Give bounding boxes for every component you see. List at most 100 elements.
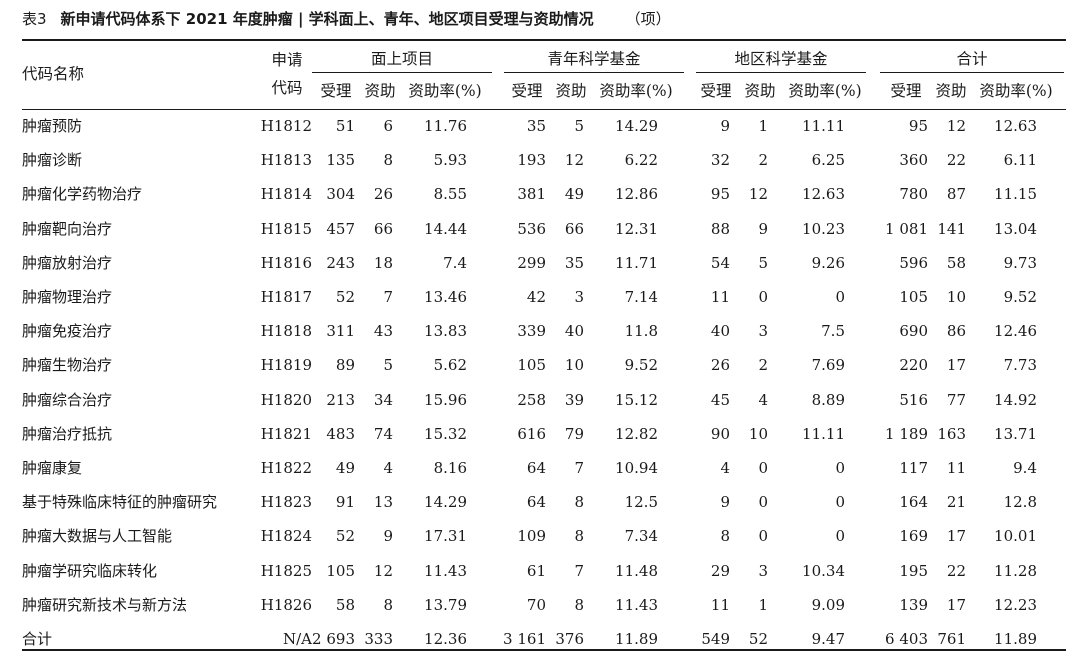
row-value: 0 (835, 493, 845, 511)
row-value: 74 (373, 425, 393, 443)
row-value: 6.22 (624, 151, 658, 169)
row-value: 141 (937, 220, 966, 238)
row-value: 195 (899, 562, 928, 580)
row-value: 5 (758, 254, 768, 272)
row-value: 780 (899, 185, 928, 203)
row-value: 304 (326, 185, 355, 203)
row-value: 35 (564, 254, 584, 272)
row-value: 66 (373, 220, 393, 238)
row-value: 516 (899, 391, 928, 409)
row-value: 14.44 (424, 220, 467, 238)
row-value: 0 (758, 459, 768, 477)
row-value: 213 (326, 391, 355, 409)
header-group-rule (696, 72, 866, 73)
row-value: 0 (835, 288, 845, 306)
row-value: 333 (364, 630, 393, 648)
header-sub-2: 资助率(%) (979, 82, 1053, 100)
row-code: H1816 (260, 254, 312, 272)
row-value: 58 (335, 596, 355, 614)
table-number: 表3 (22, 10, 47, 28)
row-value: 11.8 (624, 322, 658, 340)
row-value: 7.34 (624, 527, 658, 545)
header-group-3: 合计 (956, 50, 988, 68)
header-code-line1: 申请 (271, 51, 303, 69)
row-value: 536 (517, 220, 546, 238)
header-sub-0: 受理 (511, 82, 543, 100)
row-value: 11.71 (615, 254, 658, 272)
row-value: 9 (720, 117, 730, 135)
row-code: H1813 (260, 151, 312, 169)
row-value: 9 (720, 493, 730, 511)
row-value: 10 (946, 288, 966, 306)
row-value: 483 (326, 425, 355, 443)
row-value: 12.63 (994, 117, 1037, 135)
header-code-line2: 代码 (271, 79, 303, 97)
row-code-name: 肿瘤化学药物治疗 (22, 185, 143, 203)
header-sub-1: 资助 (555, 82, 587, 100)
row-value: 11.48 (615, 562, 658, 580)
row-value: 21 (946, 493, 966, 511)
row-code: H1824 (260, 527, 312, 545)
row-value: 9.73 (1003, 254, 1037, 272)
row-value: 13.83 (424, 322, 467, 340)
row-value: 14.29 (615, 117, 658, 135)
header-group-rule (312, 72, 492, 73)
row-code: N/A (282, 630, 312, 648)
row-value: 13.79 (424, 596, 467, 614)
row-code-name: 肿瘤治疗抵抗 (22, 425, 113, 443)
row-value: 35 (526, 117, 546, 135)
row-value: 10 (748, 425, 768, 443)
row-value: 0 (758, 288, 768, 306)
header-sub-2: 资助率(%) (788, 82, 862, 100)
row-value: 8 (720, 527, 730, 545)
row-value: 12.36 (424, 630, 467, 648)
header-code-name: 代码名称 (22, 65, 85, 83)
row-value: 64 (526, 459, 546, 477)
row-value: 26 (710, 356, 730, 374)
row-value: 11.43 (615, 596, 658, 614)
row-value: 339 (517, 322, 546, 340)
row-value: 11 (946, 459, 966, 477)
row-value: 12 (748, 185, 768, 203)
row-value: 40 (564, 322, 584, 340)
row-value: 87 (946, 185, 966, 203)
row-value: 8 (574, 596, 584, 614)
row-value: 7 (383, 288, 393, 306)
row-value: 10.34 (802, 562, 845, 580)
row-value: 43 (373, 322, 393, 340)
row-value: 105 (899, 288, 928, 306)
row-value: 17 (946, 527, 966, 545)
row-value: 12.31 (615, 220, 658, 238)
row-value: 9.47 (811, 630, 845, 648)
row-value: 11.15 (994, 185, 1037, 203)
row-code-name: 肿瘤物理治疗 (22, 288, 113, 306)
row-value: 8.55 (433, 185, 467, 203)
row-value: 243 (326, 254, 355, 272)
row-value: 29 (710, 562, 730, 580)
row-code-name: 肿瘤免疫治疗 (22, 322, 113, 340)
table-top-rule (22, 39, 1066, 41)
row-value: 15.32 (424, 425, 467, 443)
row-value: 42 (526, 288, 546, 306)
header-group-0: 面上项目 (370, 50, 433, 68)
row-code-name: 肿瘤诊断 (22, 151, 83, 169)
row-value: 12.23 (994, 596, 1037, 614)
row-code-name: 肿瘤综合治疗 (22, 391, 113, 409)
table-unit: （项） (625, 10, 671, 28)
row-value: 64 (526, 493, 546, 511)
row-value: 12.5 (624, 493, 658, 511)
header-sub-0: 受理 (700, 82, 732, 100)
row-value: 3 (758, 322, 768, 340)
row-code: H1821 (260, 425, 312, 443)
table-header-rule (22, 109, 1066, 110)
row-code-name: 肿瘤预防 (22, 117, 83, 135)
row-value: 1 081 (885, 220, 928, 238)
row-value: 7.5 (821, 322, 845, 340)
row-value: 117 (899, 459, 928, 477)
row-value: 1 (758, 117, 768, 135)
row-value: 0 (758, 493, 768, 511)
row-value: 14.29 (424, 493, 467, 511)
row-value: 7 (574, 459, 584, 477)
row-value: 164 (899, 493, 928, 511)
row-code-name: 肿瘤学研究临床转化 (22, 562, 158, 580)
